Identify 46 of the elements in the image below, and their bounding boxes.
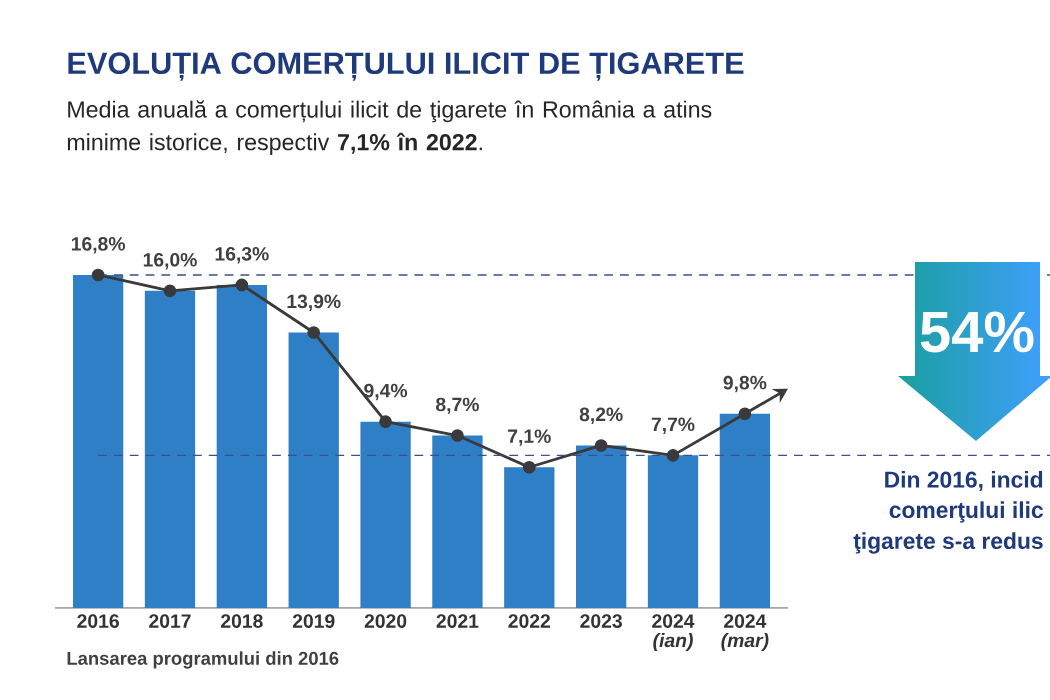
data-label: 7,7% bbox=[651, 417, 695, 434]
data-label: 8,7% bbox=[436, 397, 479, 415]
point bbox=[522, 460, 536, 474]
data-label: 9,8% bbox=[723, 375, 767, 393]
data-label: 8,2% bbox=[579, 407, 623, 425]
point bbox=[379, 415, 392, 428]
bar bbox=[432, 435, 483, 608]
point bbox=[235, 278, 249, 292]
bar bbox=[144, 290, 196, 608]
bar bbox=[576, 445, 627, 608]
bar bbox=[216, 284, 267, 608]
text: Din 2016, incid bbox=[885, 470, 1043, 492]
data-label: 16,3% bbox=[215, 246, 269, 264]
bar bbox=[72, 274, 124, 608]
bar bbox=[288, 332, 339, 608]
bar bbox=[719, 413, 771, 608]
chart-title: EVOLUȚIA COMERȚULUI ILICIT DE ȚIGARETE bbox=[68, 52, 744, 81]
x-tick-label: 2023 bbox=[580, 614, 622, 628]
data-label: 9,4% bbox=[364, 383, 408, 401]
point bbox=[451, 429, 464, 442]
x-tick-label: 2022 bbox=[508, 614, 551, 628]
x-tick-label: 2021 bbox=[436, 614, 479, 628]
x-tick-label: 2020 bbox=[364, 614, 407, 628]
point bbox=[307, 326, 321, 339]
x-tick-label: 2024 (ian) bbox=[652, 614, 695, 652]
x-tick-label: 2024 (mar) bbox=[721, 614, 769, 652]
text: ţigarete s-a redus bbox=[853, 532, 1043, 554]
point bbox=[666, 449, 680, 462]
data-label: 16,8% bbox=[71, 237, 126, 254]
text: 54% bbox=[920, 311, 1034, 353]
data-label: 16,0% bbox=[143, 252, 197, 270]
bar bbox=[360, 421, 411, 608]
chart-subtitle: Media anuală a comerțului ilicit de ţigarete în România a atins minime istorice, respectiv 7,1% în 2022. bbox=[67, 100, 712, 155]
bar bbox=[504, 467, 555, 608]
point bbox=[91, 268, 105, 282]
point bbox=[594, 439, 608, 452]
point bbox=[163, 284, 177, 298]
data-label: 13,9% bbox=[287, 294, 341, 312]
x-tick-label: 2018 bbox=[221, 614, 263, 628]
text: comerţului ilic bbox=[889, 501, 1043, 523]
text: Lansarea programului din 2016 bbox=[67, 651, 339, 669]
data-label: 7,1% bbox=[508, 429, 551, 446]
bar bbox=[647, 455, 699, 608]
x-tick-label: 2016 bbox=[77, 614, 119, 628]
x-tick-label: 2017 bbox=[149, 614, 191, 628]
x-tick-label: 2019 bbox=[292, 614, 335, 628]
